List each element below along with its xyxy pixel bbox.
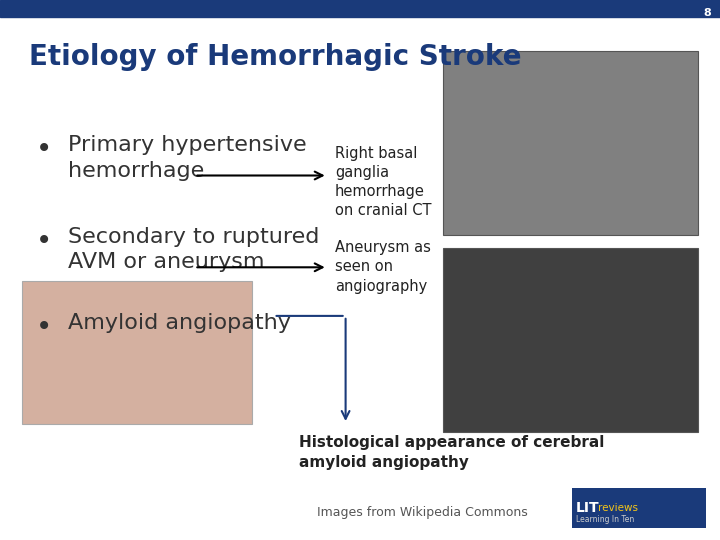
Text: Amyloid angiopathy: Amyloid angiopathy xyxy=(68,313,292,333)
Bar xyxy=(443,248,698,432)
Text: •: • xyxy=(36,135,53,163)
Text: Right basal
ganglia
hemorrhage
on cranial CT: Right basal ganglia hemorrhage on crania… xyxy=(335,146,431,218)
Text: •: • xyxy=(36,227,53,255)
Text: Primary hypertensive
hemorrhage: Primary hypertensive hemorrhage xyxy=(68,135,307,180)
Text: Secondary to ruptured
AVM or aneurysm: Secondary to ruptured AVM or aneurysm xyxy=(68,227,320,272)
Text: •: • xyxy=(36,313,53,341)
Text: Histological appearance of cerebral
amyloid angiopathy: Histological appearance of cerebral amyl… xyxy=(299,435,604,469)
Bar xyxy=(0,0,720,17)
Text: LIT: LIT xyxy=(576,501,600,515)
Text: Etiology of Hemorrhagic Stroke: Etiology of Hemorrhagic Stroke xyxy=(29,43,521,71)
Text: reviews: reviews xyxy=(598,503,638,512)
Text: 8: 8 xyxy=(703,8,711,18)
Text: Images from Wikipedia Commons: Images from Wikipedia Commons xyxy=(317,507,528,519)
Bar xyxy=(443,51,698,235)
Bar xyxy=(22,281,252,424)
Bar xyxy=(572,488,706,528)
Text: Aneurysm as
seen on
angiography: Aneurysm as seen on angiography xyxy=(335,240,431,294)
Text: Learning In Ten: Learning In Ten xyxy=(576,515,634,524)
